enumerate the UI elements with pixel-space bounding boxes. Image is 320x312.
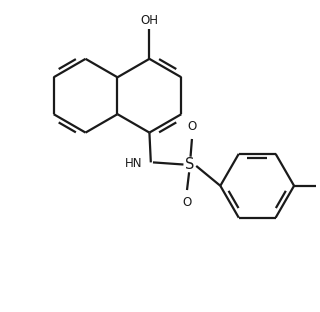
Text: OH: OH bbox=[140, 14, 158, 27]
Text: O: O bbox=[187, 120, 196, 133]
Text: O: O bbox=[182, 196, 192, 209]
Text: S: S bbox=[185, 157, 195, 172]
Text: HN: HN bbox=[125, 157, 142, 170]
